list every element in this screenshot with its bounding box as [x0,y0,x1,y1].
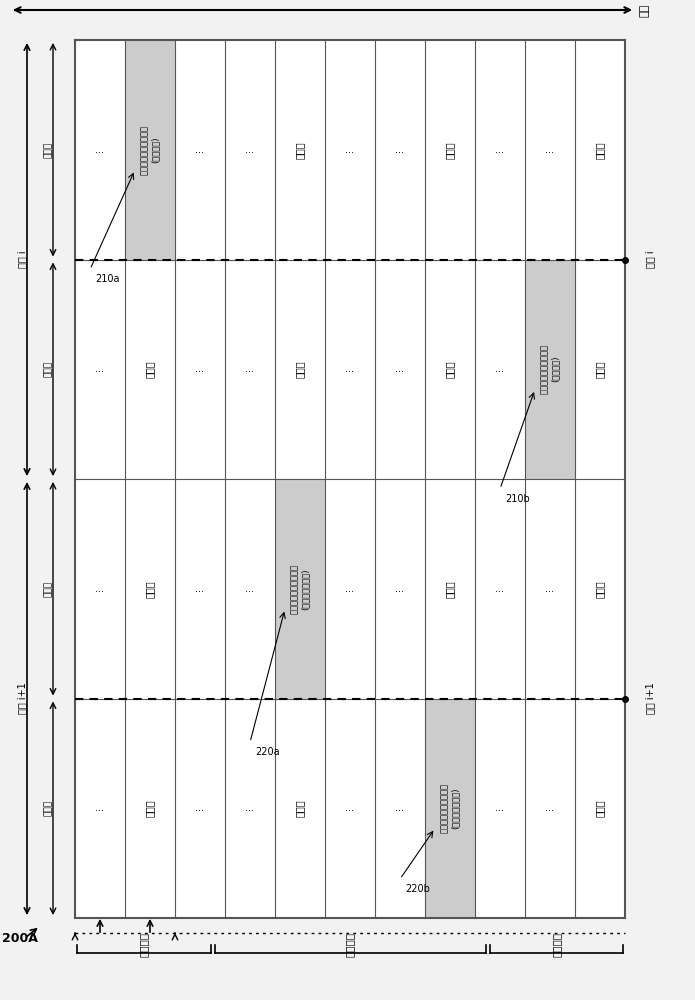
Text: ...: ... [245,364,254,374]
Text: 物理上行链路控制信道
(控制信息): 物理上行链路控制信道 (控制信息) [540,344,559,394]
Text: 控制区段: 控制区段 [551,932,562,957]
Text: ...: ... [546,803,555,813]
Text: ...: ... [546,584,555,594]
Text: ...: ... [395,584,404,594]
Text: 210b: 210b [505,494,530,504]
Text: 资源块: 资源块 [445,360,455,378]
Text: 子帧 i: 子帧 i [645,251,655,268]
Text: 物理上行链路共享信道
(数据和控制信息): 物理上行链路共享信道 (数据和控制信息) [291,564,310,614]
Text: ...: ... [496,145,505,155]
Text: ...: ... [345,584,354,594]
Text: ...: ... [345,364,354,374]
Text: ...: ... [345,145,354,155]
Text: ...: ... [245,584,254,594]
Text: ...: ... [395,364,404,374]
Bar [275,479,325,698]
Text: 资源块: 资源块 [295,360,305,378]
Text: 资源块: 资源块 [445,141,455,159]
Text: 220a: 220a [255,747,279,757]
Bar [525,259,575,479]
Text: 左时隙: 左时隙 [44,581,53,597]
Text: ...: ... [345,803,354,813]
Bar [425,698,475,918]
Text: 资源块: 资源块 [445,580,455,598]
Text: 控制区段: 控制区段 [139,932,149,957]
Text: 左时隙: 左时隙 [44,142,53,158]
Text: 资源块: 资源块 [595,799,605,817]
Text: 资源块: 资源块 [145,360,155,378]
Text: ...: ... [195,584,204,594]
Text: ...: ... [496,584,505,594]
Text: ...: ... [195,364,204,374]
Text: ...: ... [95,145,104,155]
Text: 200A: 200A [2,932,38,944]
Bar [75,40,625,918]
Text: 资源块: 资源块 [295,799,305,817]
Text: ...: ... [245,803,254,813]
Text: 子帧 i+1: 子帧 i+1 [17,683,27,714]
Text: 资源块: 资源块 [595,141,605,159]
Text: ...: ... [195,145,204,155]
Text: 子帧 i+1: 子帧 i+1 [645,683,655,714]
Text: 资源块: 资源块 [595,580,605,598]
Text: 数据区段: 数据区段 [345,932,355,957]
Text: 资源块: 资源块 [145,580,155,598]
Text: 220b: 220b [405,884,430,894]
Text: ...: ... [245,145,254,155]
Text: ...: ... [195,803,204,813]
Text: 物理上行链路控制信道
(控制信息): 物理上行链路控制信道 (控制信息) [140,125,160,175]
Text: 资源块: 资源块 [145,799,155,817]
Text: ...: ... [95,364,104,374]
Bar [125,40,175,259]
Text: ...: ... [395,145,404,155]
Text: 右时隙: 右时隙 [44,361,53,377]
Text: 物理上行链路共享信道
(数据和控制信息): 物理上行链路共享信道 (数据和控制信息) [441,783,459,833]
Text: ...: ... [496,364,505,374]
Text: ...: ... [95,803,104,813]
Text: ...: ... [95,584,104,594]
Text: 资源块: 资源块 [295,141,305,159]
Text: 右时隙: 右时隙 [44,800,53,816]
Text: 210a: 210a [95,274,120,284]
Text: ...: ... [546,145,555,155]
Text: ...: ... [496,803,505,813]
Text: 资源块: 资源块 [595,360,605,378]
Text: ...: ... [395,803,404,813]
Text: 子帧 i: 子帧 i [17,251,27,268]
Text: 时间: 时间 [640,3,650,17]
